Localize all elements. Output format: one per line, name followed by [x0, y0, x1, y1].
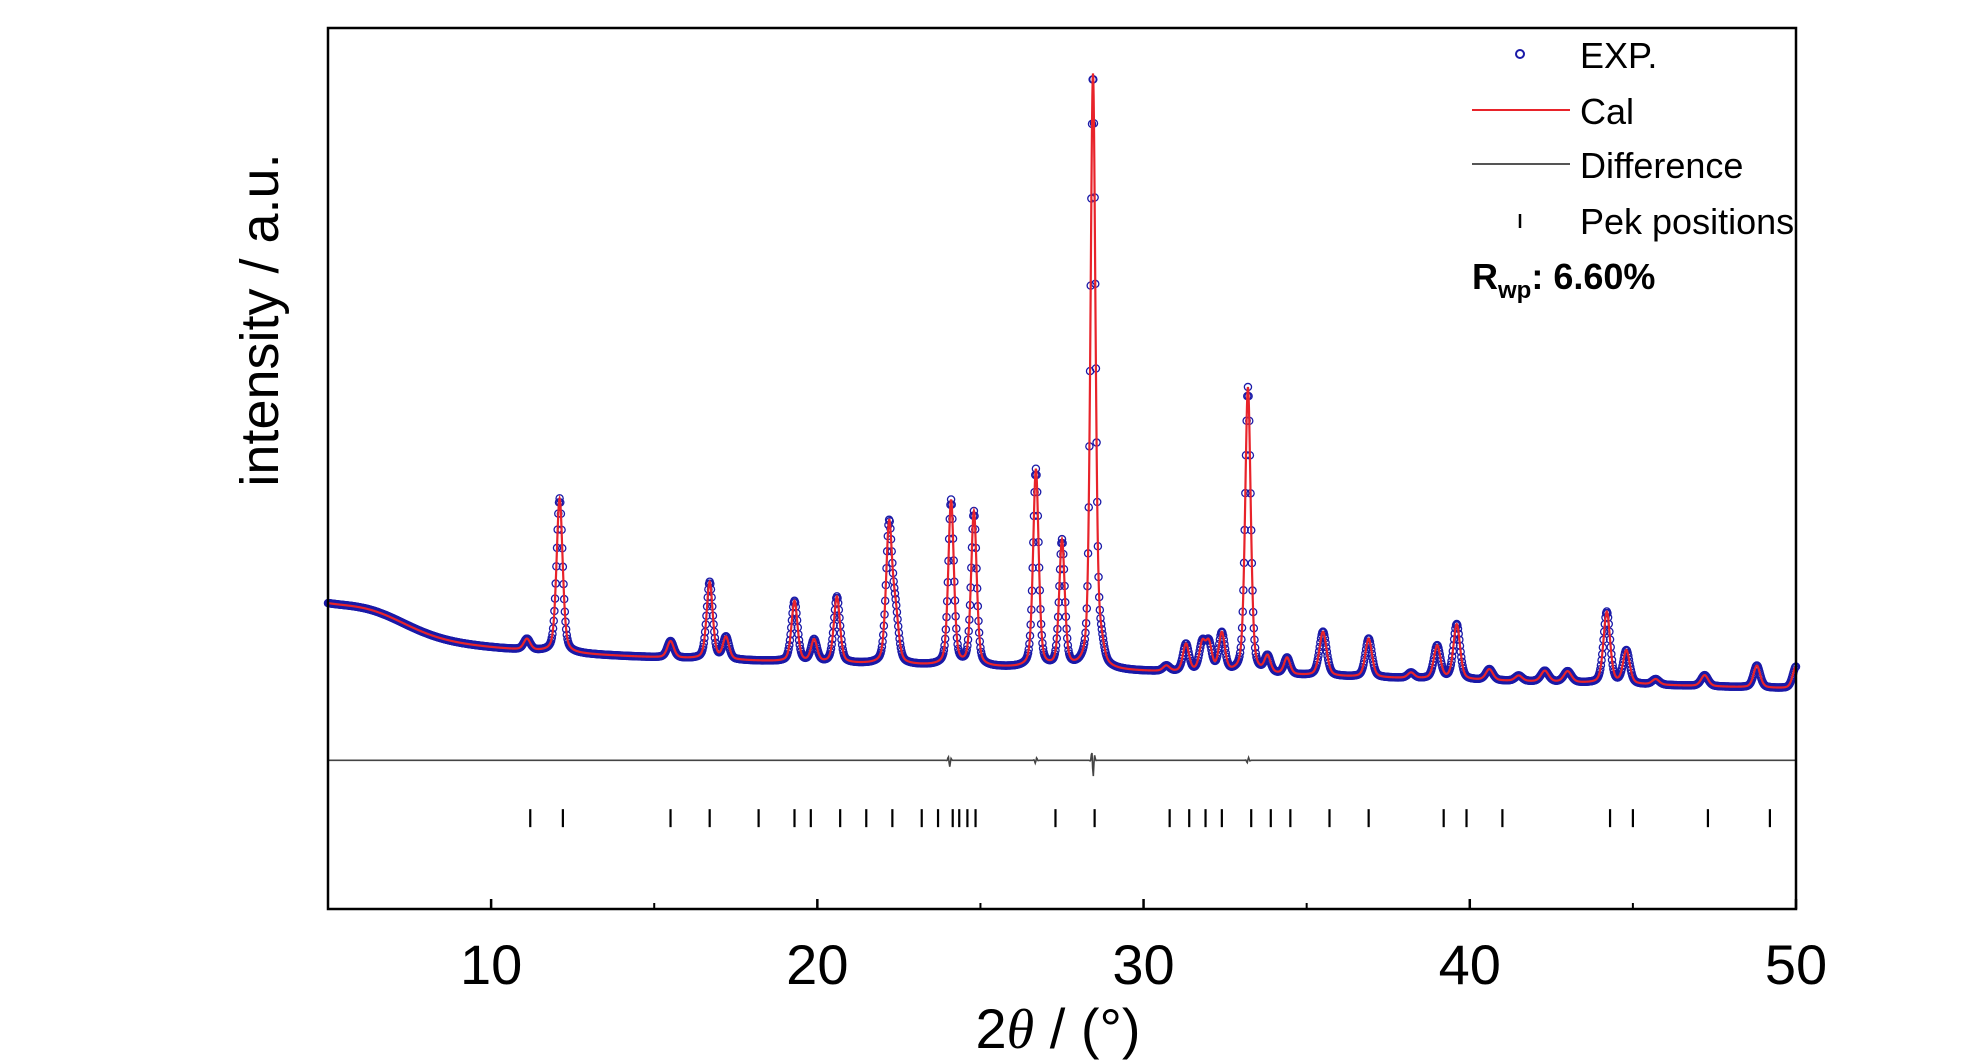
- rwp-value: : 6.60%: [1531, 256, 1655, 297]
- difference-curve: [328, 752, 1796, 777]
- x-tick-label: 20: [786, 933, 848, 996]
- legend-exp-label: EXP.: [1580, 35, 1657, 76]
- x-axis-label-prefix: 2: [975, 997, 1006, 1060]
- rwp-main: R: [1472, 256, 1498, 297]
- y-axis-label: intensity / a.u.: [230, 153, 290, 486]
- calculated-line-layer: [327, 73, 1797, 689]
- x-tick-label: 50: [1765, 933, 1827, 996]
- legend: EXP. Cal Difference Pek positions: [1472, 35, 1794, 242]
- x-tick-label: 40: [1439, 933, 1501, 996]
- rwp-annotation: Rwp: 6.60%: [1472, 256, 1655, 304]
- legend-exp-marker: [1515, 49, 1525, 59]
- x-axis-label: 2θ / (°): [975, 997, 1140, 1061]
- rwp-subscript: wp: [1497, 277, 1531, 304]
- legend-difference-label: Difference: [1580, 145, 1743, 186]
- experimental-points-layer: [323, 75, 1801, 692]
- x-axis-ticks: 10 20 30 40 50: [327, 899, 1827, 996]
- x-tick-label: 30: [1112, 933, 1174, 996]
- legend-cal-label: Cal: [1580, 91, 1634, 132]
- peak-position-ticks: [529, 809, 1772, 828]
- x-axis-label-suffix: / (°): [1034, 997, 1140, 1060]
- calculated-profile-line: [327, 73, 1797, 689]
- plot-frame: [326, 26, 1798, 911]
- legend-peak-label: Pek positions: [1580, 201, 1794, 242]
- x-tick-label: 10: [460, 933, 522, 996]
- x-axis-label-theta: θ: [1007, 999, 1035, 1061]
- difference-layer: [328, 752, 1796, 777]
